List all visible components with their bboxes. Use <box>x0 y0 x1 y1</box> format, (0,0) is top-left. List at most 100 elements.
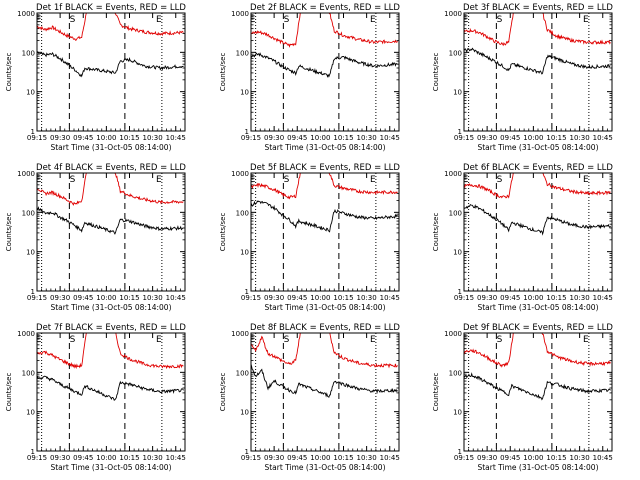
events-series-line <box>251 200 398 233</box>
x-tick-label: 10:15 <box>119 454 139 462</box>
plot-frame <box>250 12 400 132</box>
event-marker-e: E <box>463 175 469 185</box>
event-marker-s: S <box>284 175 290 185</box>
x-tick-label: 10:45 <box>166 134 186 142</box>
x-tick-label: 10:30 <box>143 454 163 462</box>
event-marker-e: E <box>370 335 376 345</box>
x-tick-label: 09:45 <box>73 294 93 302</box>
x-tick-label: 10:30 <box>357 134 377 142</box>
chart-panel-7: Det 7f BLACK = Events, RED = LLD Counts/s… <box>5 323 186 472</box>
x-tick-label: 10:30 <box>143 134 163 142</box>
y-tick-label: 100 <box>22 369 35 377</box>
event-marker-e: E <box>156 175 162 185</box>
y-tick-label: 10 <box>453 89 462 97</box>
y-tick-label: 10 <box>453 249 462 257</box>
y-tick-label: 10 <box>240 249 249 257</box>
x-axis-label: Start Time (31-Oct-05 08:14:00) <box>477 463 598 472</box>
y-axis-label: Counts/sec <box>219 373 227 412</box>
x-tick-label: 10:00 <box>310 134 330 142</box>
x-tick-label: 10:15 <box>546 134 566 142</box>
events-series-line <box>251 52 398 78</box>
x-tick-label: 09:15 <box>454 134 474 142</box>
y-tick-label: 100 <box>236 209 249 217</box>
x-tick-label: 09:15 <box>241 134 261 142</box>
event-marker-s: S <box>70 15 76 25</box>
x-tick-label: 10:30 <box>570 134 590 142</box>
x-tick-label: 10:45 <box>166 454 186 462</box>
x-axis-label: Start Time (31-Oct-05 08:14:00) <box>50 303 171 312</box>
y-tick-label: 1000 <box>444 170 462 178</box>
x-tick-label: 09:15 <box>454 454 474 462</box>
x-tick-label: 10:00 <box>96 454 116 462</box>
x-tick-label: 10:45 <box>593 134 613 142</box>
plot-frame <box>463 172 613 292</box>
chart-title: Det 7f BLACK = Events, RED = LLD <box>36 323 186 333</box>
chart-title: Det 9f BLACK = Events, RED = LLD <box>463 323 613 333</box>
y-tick-label: 10 <box>26 89 35 97</box>
events-series-line <box>464 372 611 401</box>
y-tick-label: 1 <box>31 448 35 456</box>
x-tick-label: 10:45 <box>166 294 186 302</box>
chart-title: Det 3f BLACK = Events, RED = LLD <box>463 3 613 13</box>
y-tick-label: 1 <box>31 128 35 136</box>
chart-panel-2: Det 2f BLACK = Events, RED = LLD Counts/s… <box>219 3 400 152</box>
events-series-line <box>37 51 184 78</box>
y-tick-label: 100 <box>22 209 35 217</box>
chart-title: Det 6f BLACK = Events, RED = LLD <box>463 163 613 173</box>
y-tick-label: 1 <box>245 448 249 456</box>
y-tick-label: 10 <box>240 89 249 97</box>
x-tick-label: 09:30 <box>477 294 497 302</box>
plot-frame <box>463 332 613 452</box>
x-tick-label: 09:45 <box>287 454 307 462</box>
x-tick-label: 09:30 <box>264 294 284 302</box>
x-tick-label: 10:15 <box>546 454 566 462</box>
event-marker-e: E <box>583 175 589 185</box>
y-axis-label: Counts/sec <box>5 53 13 92</box>
y-tick-label: 1000 <box>444 10 462 18</box>
x-tick-label: 10:00 <box>523 134 543 142</box>
event-marker-e: E <box>463 335 469 345</box>
event-marker-e: E <box>370 175 376 185</box>
x-tick-label: 09:15 <box>454 294 474 302</box>
y-tick-label: 100 <box>449 369 462 377</box>
event-marker-e: E <box>250 15 256 25</box>
event-marker-e: E <box>250 175 256 185</box>
y-tick-label: 100 <box>449 49 462 57</box>
event-marker-e: E <box>36 175 42 185</box>
y-tick-label: 1 <box>458 128 462 136</box>
events-series-line <box>37 375 184 401</box>
events-series-line <box>37 206 184 235</box>
events-series-line <box>251 363 398 398</box>
plot-frame <box>36 172 186 292</box>
y-tick-label: 1000 <box>231 330 249 338</box>
lld-series-line <box>251 13 398 48</box>
plot-frame <box>463 12 613 132</box>
x-tick-label: 09:15 <box>27 454 47 462</box>
event-marker-e: E <box>583 335 589 345</box>
chart-panel-4: Det 4f BLACK = Events, RED = LLD Counts/s… <box>5 163 186 312</box>
y-tick-label: 1000 <box>444 330 462 338</box>
x-tick-label: 09:30 <box>50 294 70 302</box>
lld-series-line <box>464 333 611 368</box>
x-tick-label: 09:45 <box>500 294 520 302</box>
x-tick-label: 09:45 <box>500 134 520 142</box>
chart-title: Det 4f BLACK = Events, RED = LLD <box>36 163 186 173</box>
x-tick-label: 09:30 <box>50 134 70 142</box>
chart-panel-6: Det 6f BLACK = Events, RED = LLD Counts/s… <box>432 163 613 312</box>
x-tick-label: 10:15 <box>119 294 139 302</box>
y-tick-label: 10 <box>26 249 35 257</box>
chart-panel-9: Det 9f BLACK = Events, RED = LLD Counts/s… <box>432 323 613 472</box>
y-tick-label: 1 <box>458 448 462 456</box>
lld-series-line <box>37 173 184 206</box>
x-axis-label: Start Time (31-Oct-05 08:14:00) <box>50 463 171 472</box>
y-tick-label: 1 <box>458 288 462 296</box>
x-tick-label: 10:15 <box>333 134 353 142</box>
event-marker-s: S <box>497 335 503 345</box>
x-tick-label: 10:30 <box>143 294 163 302</box>
y-axis-label: Counts/sec <box>5 213 13 252</box>
event-marker-e: E <box>156 335 162 345</box>
x-tick-label: 09:30 <box>50 454 70 462</box>
y-tick-label: 1 <box>245 288 249 296</box>
x-tick-label: 10:45 <box>593 294 613 302</box>
